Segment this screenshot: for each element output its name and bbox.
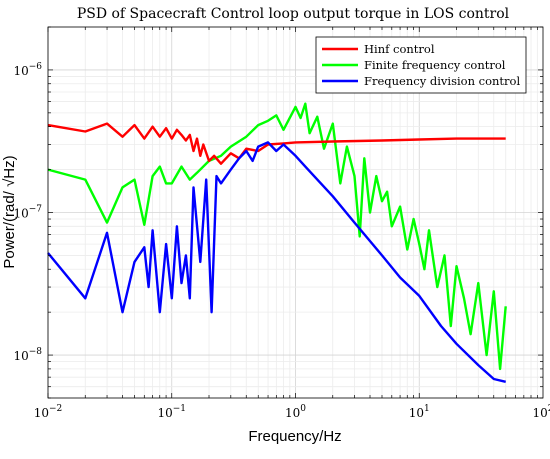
y-axis-label: Power/(rad/ √Hz): [1, 155, 18, 268]
x-tick-label: 10−1: [157, 404, 186, 420]
series-line-hinf-control: [47, 122, 506, 165]
x-tick-label: 102: [532, 404, 550, 420]
series-line-finite-frequency-control: [47, 102, 507, 371]
x-tick-label: 101: [409, 404, 430, 420]
legend-label: Frequency division control: [364, 74, 520, 88]
chart-title: PSD of Spacecraft Control loop output to…: [77, 6, 510, 22]
x-tick-label: 10−2: [34, 404, 63, 420]
y-tick-label: 10−7: [13, 205, 42, 221]
x-tick-label: 100: [285, 404, 306, 420]
tick-marks: [47, 26, 543, 399]
series-layer: [47, 102, 507, 383]
series-line-frequency-division-control: [47, 141, 506, 383]
legend-label: Hinf control: [364, 42, 435, 56]
tick-labels: 10−2 10−1 100 101 102 10−8 10−7 10−6: [13, 62, 550, 420]
x-axis-label: Frequency/Hz: [248, 428, 341, 445]
y-tick-label: 10−6: [13, 62, 42, 78]
y-tick-label: 10−8: [13, 347, 42, 363]
legend-label: Finite frequency control: [364, 58, 506, 72]
legend: Hinf control Finite frequency control Freq…: [315, 36, 527, 94]
